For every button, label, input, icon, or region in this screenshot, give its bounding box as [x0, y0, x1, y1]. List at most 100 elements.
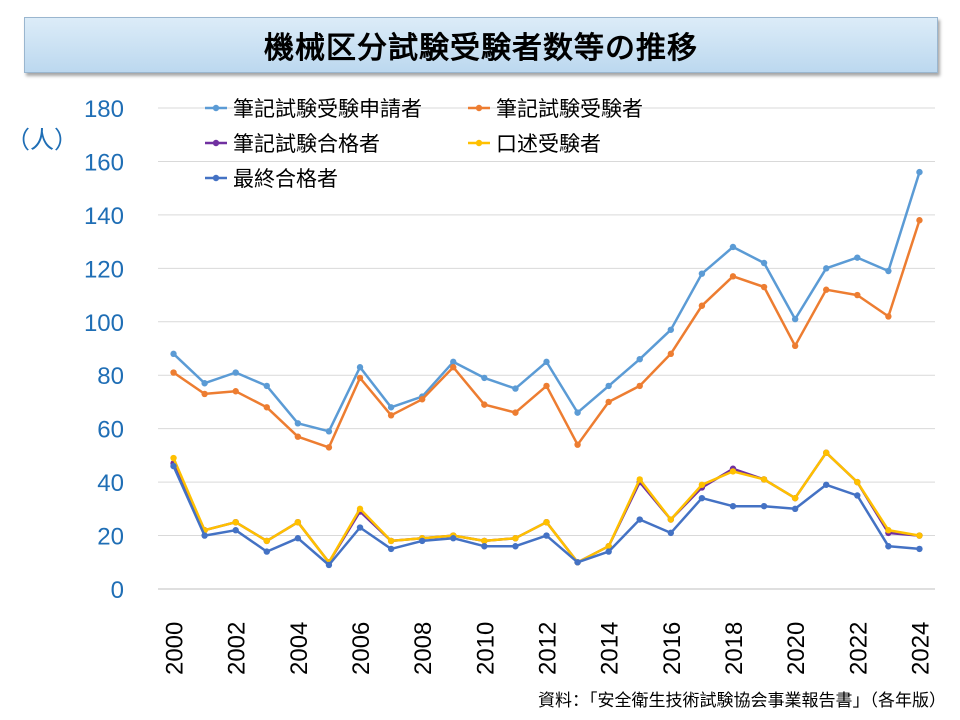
legend-swatch-marker	[212, 139, 220, 147]
data-point	[356, 524, 364, 531]
data-point	[294, 518, 302, 526]
x-tick-label: 2014	[597, 622, 624, 675]
y-tick-label: 40	[97, 470, 124, 497]
series-line-3	[172, 451, 920, 564]
data-point	[605, 382, 612, 390]
data-point	[543, 382, 550, 390]
data-point	[543, 518, 550, 526]
data-point	[356, 505, 364, 513]
data-point	[916, 532, 923, 539]
data-point	[729, 502, 737, 510]
chart-title-bar: 機械区分試験受験者数等の推移	[24, 17, 938, 73]
legend-label: 筆記試験受験者	[496, 97, 643, 121]
data-point	[170, 454, 177, 462]
data-point	[823, 449, 830, 456]
data-point	[916, 168, 923, 176]
x-tick-label: 2020	[783, 622, 810, 675]
data-point	[325, 428, 333, 435]
data-point	[574, 409, 581, 416]
x-tick-label: 2016	[659, 622, 686, 675]
data-point	[823, 286, 830, 293]
data-point	[232, 518, 239, 526]
chart-title: 機械区分試験受験者数等の推移	[264, 31, 698, 66]
y-tick-label: 100	[84, 310, 124, 337]
data-point	[636, 476, 643, 483]
data-point	[481, 543, 488, 550]
x-tick-label: 2018	[721, 622, 748, 675]
data-point	[760, 502, 768, 510]
x-tick-label: 2022	[845, 622, 872, 675]
data-point	[698, 494, 706, 502]
data-point	[636, 382, 643, 390]
legend-label: 筆記試験合格者	[233, 132, 380, 156]
data-point	[636, 516, 643, 523]
y-tick-label: 140	[84, 203, 124, 230]
y-tick-label: 20	[97, 524, 124, 551]
data-point	[450, 358, 457, 366]
x-tick-label: 2024	[907, 622, 934, 675]
source-note: 資料：「安全衛生技術試験協会事業報告書」（各年版）	[538, 691, 946, 711]
data-point	[263, 548, 270, 555]
data-point	[232, 369, 239, 376]
data-point	[854, 291, 861, 299]
y-tick-label: 80	[97, 363, 124, 390]
data-point	[512, 543, 519, 550]
x-tick-label: 2000	[162, 622, 189, 675]
data-point	[791, 494, 799, 502]
data-point	[823, 481, 830, 488]
data-point	[543, 358, 550, 366]
data-point	[263, 404, 270, 411]
data-point	[387, 412, 395, 419]
series-line-4	[172, 451, 920, 564]
x-tick-label: 2004	[286, 622, 313, 675]
x-tick-label: 2010	[472, 622, 499, 675]
data-point	[294, 420, 302, 427]
data-point	[481, 537, 488, 545]
data-point	[512, 535, 519, 542]
data-point	[698, 302, 706, 309]
data-point	[201, 390, 208, 398]
data-point	[729, 243, 737, 251]
data-point	[791, 505, 799, 513]
data-point	[916, 217, 923, 224]
data-point	[885, 313, 892, 320]
data-point	[263, 537, 270, 545]
data-point	[170, 350, 177, 358]
data-point	[760, 476, 768, 483]
x-tick-label: 2002	[224, 622, 251, 675]
data-point	[450, 364, 457, 371]
x-tick-label: 2012	[535, 622, 562, 675]
data-point	[667, 516, 675, 523]
data-point	[605, 543, 612, 550]
data-point	[885, 527, 892, 534]
data-point	[294, 535, 302, 542]
data-point	[387, 545, 395, 553]
legend-swatch-marker	[212, 104, 220, 112]
legend-label: 口述受験者	[496, 132, 601, 156]
data-point	[201, 380, 208, 387]
data-point	[387, 404, 395, 411]
data-point	[854, 492, 861, 499]
series-line-1	[172, 171, 921, 433]
legend-label: 筆記試験受験申請者	[233, 97, 422, 121]
data-point	[698, 270, 706, 277]
data-point	[854, 254, 861, 261]
data-point	[885, 267, 892, 275]
data-point	[636, 355, 643, 363]
data-point	[760, 259, 768, 267]
data-point	[885, 543, 892, 550]
y-tick-label: 160	[84, 149, 124, 176]
y-tick-label: 0	[111, 577, 124, 604]
data-point	[729, 468, 737, 475]
series-line-2	[172, 219, 921, 449]
data-point	[667, 529, 675, 537]
y-tick-label: 120	[84, 256, 124, 283]
data-point	[916, 545, 923, 553]
y-axis-label: （人）	[6, 126, 78, 154]
legend-swatch-marker	[475, 139, 483, 147]
data-point	[481, 401, 488, 408]
data-point	[387, 537, 395, 545]
legend-label: 最終合格者	[233, 167, 338, 191]
data-point	[605, 398, 612, 406]
